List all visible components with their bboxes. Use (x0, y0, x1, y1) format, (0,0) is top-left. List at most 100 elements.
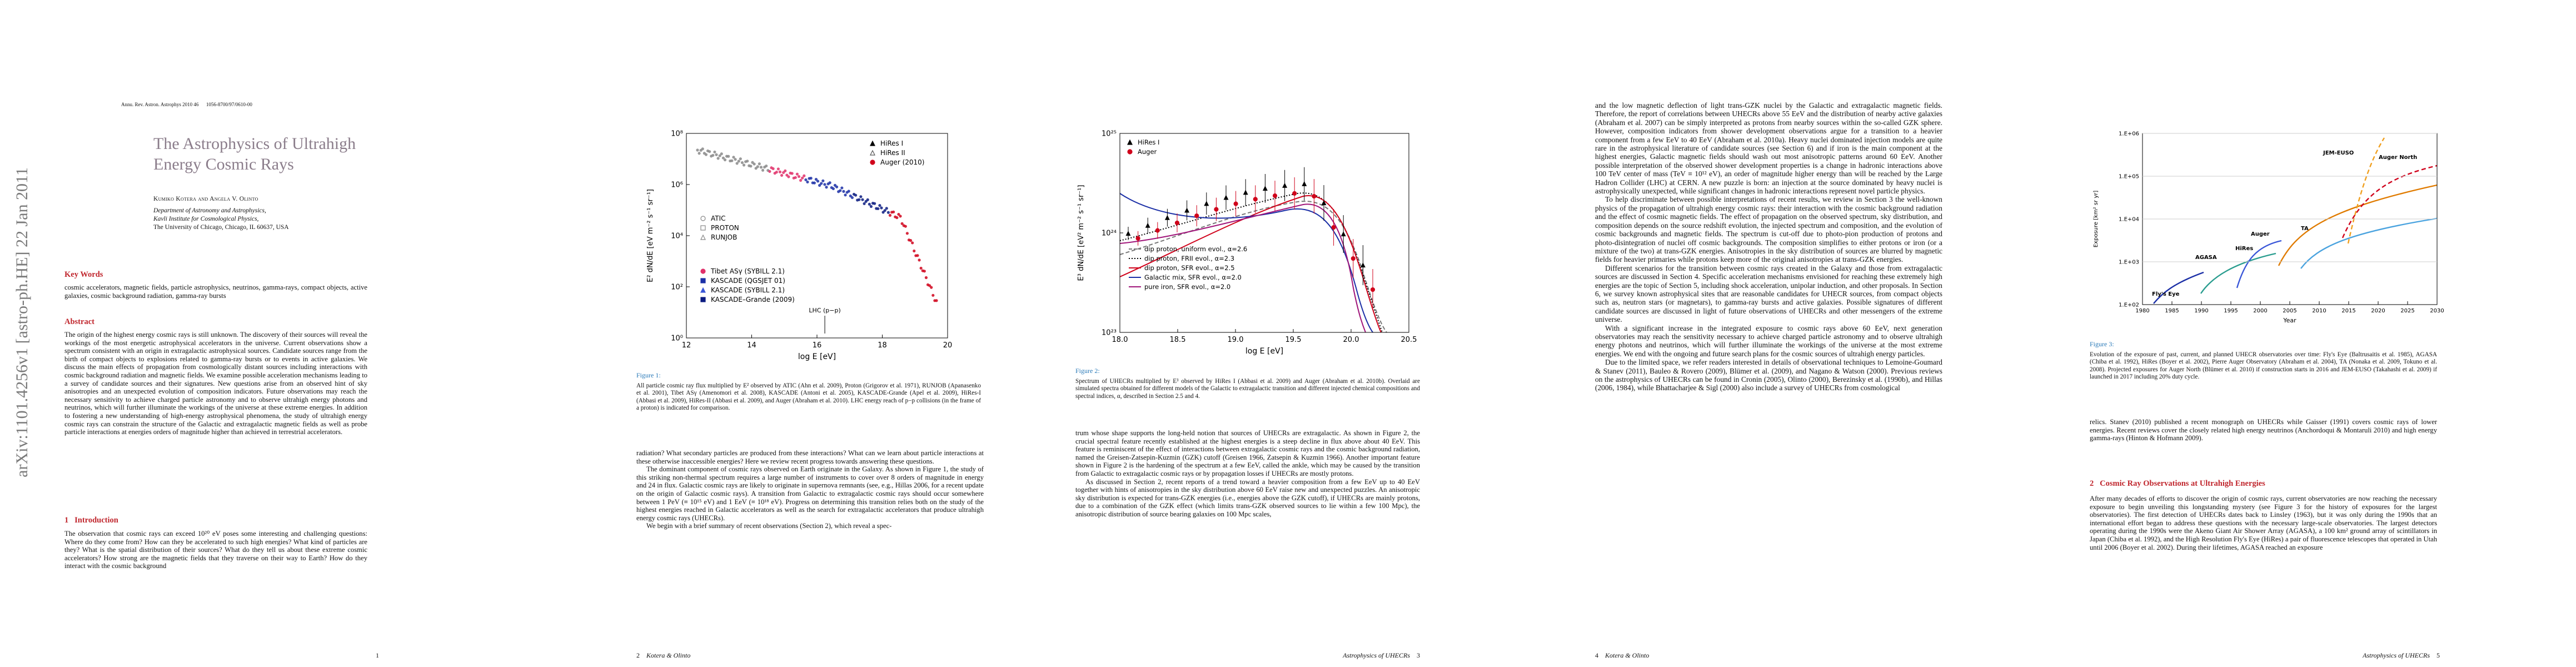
paragraph: As discussed in Section 2, recent report… (1075, 477, 1420, 518)
data-point (1302, 181, 1307, 186)
model-curve (1119, 193, 1373, 333)
spectrum-point (909, 239, 913, 242)
legend-label: RUNJOB (711, 233, 737, 241)
data-point (1155, 228, 1160, 233)
paragraph: We begin with a brief summary of recent … (646, 522, 892, 530)
footer: 4 Kotera & Olinto (1595, 651, 1649, 660)
y-tick-label: 10⁸ (671, 130, 683, 138)
spectrum-point (758, 162, 761, 166)
spectrum-point (861, 198, 864, 201)
caption-label: Figure 2: (1075, 367, 1100, 375)
spectrum-point (739, 157, 742, 161)
y-tick-label: 10²⁴ (1102, 229, 1117, 237)
x-tick-label: 12 (682, 341, 691, 350)
legend-label: dip proton, FRII evol., α=2.3 (1144, 255, 1234, 262)
spectrum-point (854, 193, 858, 197)
curve-label: Auger (2251, 231, 2270, 237)
exposure-curve (2200, 252, 2276, 294)
x-tick-label: 19.5 (1285, 336, 1302, 344)
affiliation-line: Kavli Institute for Cosmological Physics… (153, 216, 259, 222)
y-tick-label: 1.E+06 (2119, 131, 2139, 137)
spectrum-point (715, 153, 718, 156)
x-tick-label: 20.0 (1343, 336, 1359, 344)
spectrum-point (740, 161, 744, 165)
exposure-curve (2341, 165, 2438, 238)
spectrum-point (930, 286, 933, 289)
spectrum-point (778, 170, 782, 173)
spectrum-point (697, 152, 701, 155)
spectrum-point (840, 186, 844, 190)
spectrum-point (696, 148, 699, 152)
spectrum-point (924, 276, 928, 280)
paragraph: relics. Stanev (2010) published a recent… (2090, 418, 2437, 442)
y-tick-label: 1.E+05 (2119, 173, 2139, 180)
spectrum-point (823, 183, 826, 186)
running-title: Astrophysics of UHECRs (1343, 651, 1410, 659)
figure-1: 12 14 16 18 20 10⁰ 10² 10⁴ 10⁶ 10⁸ log E [eV] E² dN… (646, 130, 952, 361)
section-number: 1 (64, 516, 69, 525)
body-text: trum whose shape supports the long-held … (1075, 429, 1420, 640)
x-tick-label: 2015 (2341, 308, 2355, 314)
data-point (1174, 220, 1180, 226)
exposure-curve (2236, 240, 2282, 288)
arxiv-stamp: arXiv:1101.4256v1 [astro-ph.HE] 22 Jan 2… (13, 167, 31, 477)
legend-label: Galactic mix, SFR evol., α=2.0 (1144, 273, 1242, 281)
x-tick-label: 2010 (2312, 308, 2326, 314)
body-text: and the low magnetic deflection of light… (1595, 101, 1942, 643)
spectrum-point (881, 211, 885, 214)
curve-label: HiRes (2235, 246, 2253, 252)
spectrum-point (759, 166, 763, 169)
abstract-heading: Abstract (64, 317, 94, 326)
spectrum-point (876, 207, 880, 211)
legend-marker (1127, 139, 1133, 145)
figure-3: 1980 1985 1990 1995 2000 2005 2010 2015 2020 2025… (2093, 131, 2444, 324)
data-point (1164, 215, 1170, 220)
caption: Spectrum of UHECRs multiplied by E³ obse… (1075, 378, 1420, 400)
model-curve (1119, 203, 1366, 333)
affiliation-line: Department of Astronomy and Astrophysics… (153, 207, 266, 214)
spectrum-point (753, 162, 756, 166)
footer: 2 Kotera & Olinto (636, 651, 690, 660)
y-axis-label: Exposure [km² sr yr] (2093, 191, 2099, 248)
spectrum-point (873, 202, 876, 205)
exposure-curve (2347, 137, 2385, 244)
legend-label: HiRes II (880, 149, 905, 157)
spectrum-point (746, 160, 749, 163)
legend-label: ATIC (711, 215, 726, 222)
spectrum-point (801, 176, 804, 180)
legend-marker (870, 140, 875, 146)
paragraph: The dominant component of cosmic rays ob… (636, 465, 984, 522)
y-tick-label: 1.E+02 (2119, 302, 2139, 308)
spectrum-point (804, 178, 808, 182)
affiliation-line: The University of Chicago, Chicago, IL 6… (153, 224, 289, 231)
spectrum-point (780, 173, 784, 177)
spectrum-point (919, 266, 923, 270)
legend-label: Auger (2010) (880, 158, 924, 166)
legend-marker (700, 278, 706, 283)
keywords-heading: Key Words (64, 270, 103, 279)
paragraph: The observation that cosmic rays can exc… (64, 530, 367, 570)
running-header: Annu. Rev. Astron. Astrophys 2010 46 105… (121, 102, 252, 107)
data-point (1135, 236, 1140, 241)
footer: Astrophysics of UHECRs 5 (2295, 651, 2440, 660)
paragraph: With a significant increase in the integ… (1595, 323, 1942, 358)
spectrum-point (776, 167, 780, 171)
spectrum-point (828, 181, 831, 185)
y-tick-label: 10⁴ (671, 232, 683, 240)
data-point (1214, 207, 1219, 212)
paragraph: To help discriminate between possible in… (1595, 195, 1942, 264)
paragraph: Due to the limited space, we refer reade… (1595, 358, 1942, 392)
model-curve (1119, 192, 1383, 333)
legend-label: KASCADE–Grande (2009) (711, 296, 795, 303)
exposure-curve (2300, 217, 2438, 269)
spectrum-point (820, 182, 823, 185)
x-tick-label: 16 (813, 341, 822, 350)
footer: Astrophysics of UHECRs 3 (1278, 651, 1420, 660)
caption: Evolution of the exposure of past, curre… (2090, 351, 2437, 381)
curve-label: TA (2301, 226, 2309, 232)
spectrum-point (847, 190, 850, 193)
x-tick-label: 18.5 (1170, 336, 1186, 344)
spectrum-point (765, 164, 768, 168)
